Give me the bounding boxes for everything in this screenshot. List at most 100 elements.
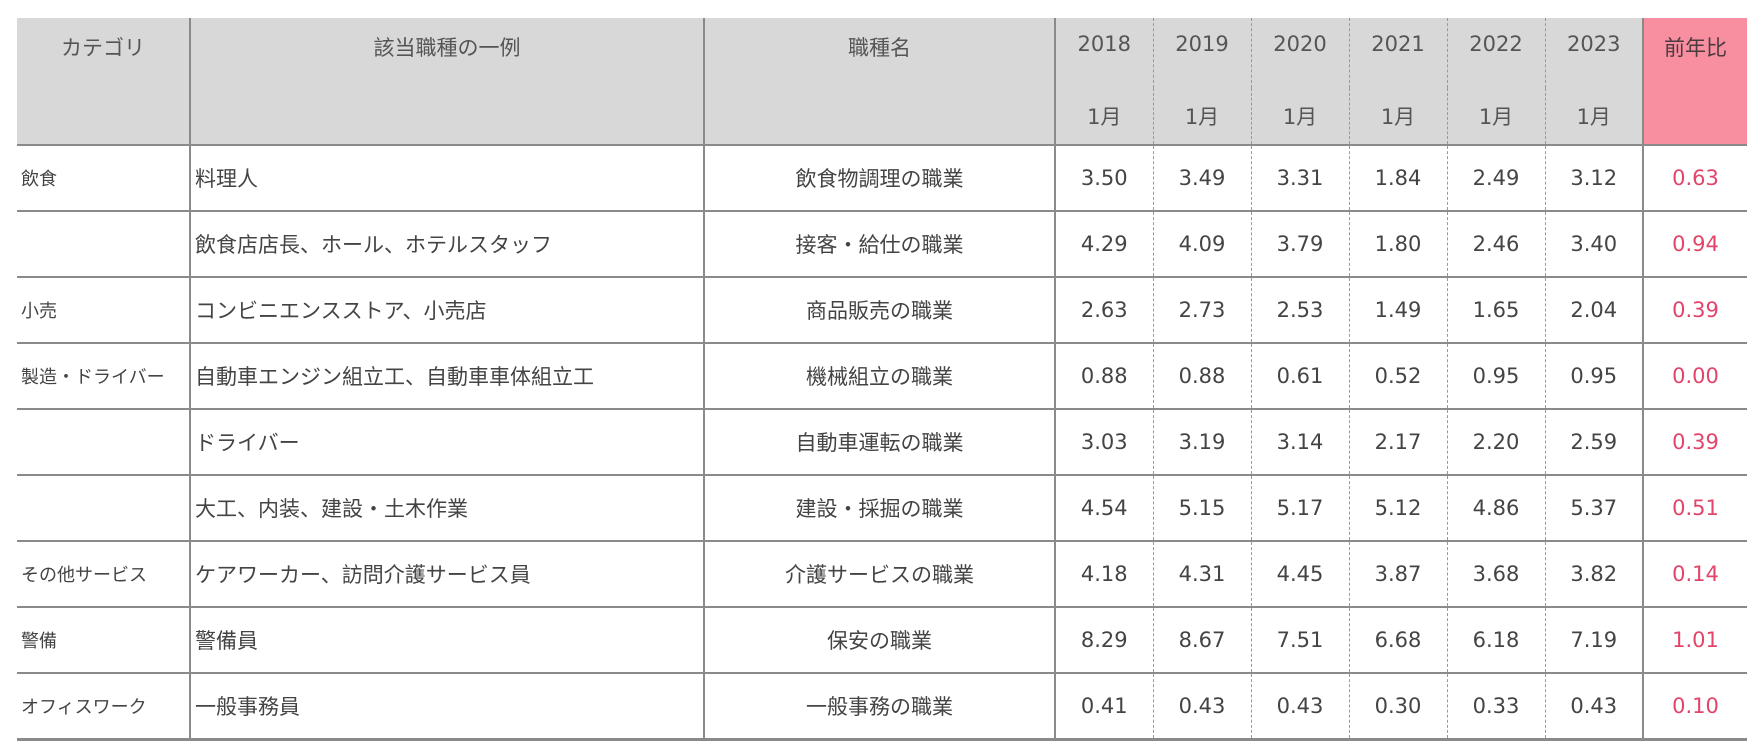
yoy-cell: 0.63 xyxy=(1642,144,1747,211)
value-cell: 5.12 xyxy=(1348,474,1447,541)
table-row: 大工、内装、建設・土木作業 建設・採掘の職業 4.54 5.15 5.17 5.12 4.8… xyxy=(17,474,1747,541)
value-cell: 3.87 xyxy=(1348,540,1447,607)
value-cell: 5.17 xyxy=(1250,474,1349,541)
header-yoy: 前年比 xyxy=(1642,18,1747,145)
value-cell: 1.49 xyxy=(1348,276,1447,343)
value-cell: 3.82 xyxy=(1544,540,1643,607)
header-category: カテゴリ xyxy=(17,18,190,145)
table-row: 警備 警備員 保安の職業 8.29 8.67 7.51 6.68 6.18 7.19 1.01 xyxy=(17,606,1747,673)
value-cell: 1.80 xyxy=(1348,210,1447,277)
yoy-cell: 0.14 xyxy=(1642,540,1747,607)
example-cell: 料理人 xyxy=(189,144,704,211)
job-name-cell: 機械組立の職業 xyxy=(703,342,1055,409)
table-row: 製造・ドライバー 自動車エンジン組立工、自動車車体組立工 機械組立の職業 0.88 0.… xyxy=(17,342,1747,409)
job-openings-table: カテゴリ 該当職種の一例 職種名 2018 2019 2020 2021 202… xyxy=(17,18,1747,741)
value-cell: 3.14 xyxy=(1250,408,1349,475)
header-year-2018: 2018 xyxy=(1054,18,1153,88)
header-year-2021: 2021 xyxy=(1348,18,1447,88)
category-cell xyxy=(17,474,190,541)
value-cell: 4.29 xyxy=(1054,210,1153,277)
example-cell: 一般事務員 xyxy=(189,672,704,741)
value-cell: 3.12 xyxy=(1544,144,1643,211)
value-cell: 3.03 xyxy=(1054,408,1153,475)
job-name-cell: 自動車運転の職業 xyxy=(703,408,1055,475)
yoy-cell: 0.10 xyxy=(1642,672,1747,741)
category-cell xyxy=(17,408,190,475)
job-name-cell: 商品販売の職業 xyxy=(703,276,1055,343)
value-cell: 2.59 xyxy=(1544,408,1643,475)
value-cell: 3.19 xyxy=(1152,408,1251,475)
category-cell: 小売 xyxy=(17,276,190,343)
category-cell: 製造・ドライバー xyxy=(17,342,190,409)
value-cell: 6.18 xyxy=(1446,606,1545,673)
value-cell: 1.84 xyxy=(1348,144,1447,211)
value-cell: 7.19 xyxy=(1544,606,1643,673)
yoy-cell: 0.39 xyxy=(1642,408,1747,475)
value-cell: 0.88 xyxy=(1054,342,1153,409)
header-month: 1月 xyxy=(1446,88,1545,146)
example-cell: コンビニエンスストア、小売店 xyxy=(189,276,704,343)
value-cell: 2.49 xyxy=(1446,144,1545,211)
value-cell: 6.68 xyxy=(1348,606,1447,673)
category-cell: 飲食 xyxy=(17,144,190,211)
value-cell: 2.17 xyxy=(1348,408,1447,475)
header-year-2023: 2023 xyxy=(1544,18,1643,88)
category-cell xyxy=(17,210,190,277)
yoy-cell: 1.01 xyxy=(1642,606,1747,673)
header-month: 1月 xyxy=(1544,88,1643,146)
value-cell: 3.49 xyxy=(1152,144,1251,211)
table-row: その他サービス ケアワーカー、訪問介護サービス員 介護サービスの職業 4.18 4.31… xyxy=(17,540,1747,607)
value-cell: 3.68 xyxy=(1446,540,1545,607)
value-cell: 0.41 xyxy=(1054,672,1153,741)
example-cell: ドライバー xyxy=(189,408,704,475)
value-cell: 4.31 xyxy=(1152,540,1251,607)
header-year-2019: 2019 xyxy=(1152,18,1251,88)
value-cell: 3.50 xyxy=(1054,144,1153,211)
value-cell: 2.46 xyxy=(1446,210,1545,277)
table-row: 小売 コンビニエンスストア、小売店 商品販売の職業 2.63 2.73 2.53 1.49 1… xyxy=(17,276,1747,343)
value-cell: 4.45 xyxy=(1250,540,1349,607)
value-cell: 5.15 xyxy=(1152,474,1251,541)
example-cell: 飲食店店長、ホール、ホテルスタッフ xyxy=(189,210,704,277)
value-cell: 4.18 xyxy=(1054,540,1153,607)
job-name-cell: 建設・採掘の職業 xyxy=(703,474,1055,541)
example-cell: 自動車エンジン組立工、自動車車体組立工 xyxy=(189,342,704,409)
job-name-cell: 介護サービスの職業 xyxy=(703,540,1055,607)
header-row-months: 1月 1月 1月 1月 1月 1月 xyxy=(17,88,1747,146)
header-year-2022: 2022 xyxy=(1446,18,1545,88)
header-job: 職種名 xyxy=(703,18,1055,145)
value-cell: 8.67 xyxy=(1152,606,1251,673)
value-cell: 3.79 xyxy=(1250,210,1349,277)
table-row: ドライバー 自動車運転の職業 3.03 3.19 3.14 2.17 2.20 2.59 0.3… xyxy=(17,408,1747,475)
value-cell: 1.65 xyxy=(1446,276,1545,343)
value-cell: 0.95 xyxy=(1446,342,1545,409)
yoy-cell: 0.00 xyxy=(1642,342,1747,409)
category-cell: オフィスワーク xyxy=(17,672,190,741)
value-cell: 4.54 xyxy=(1054,474,1153,541)
value-cell: 0.61 xyxy=(1250,342,1349,409)
value-cell: 0.30 xyxy=(1348,672,1447,741)
category-cell: その他サービス xyxy=(17,540,190,607)
header-example: 該当職種の一例 xyxy=(189,18,704,145)
yoy-cell: 0.51 xyxy=(1642,474,1747,541)
value-cell: 7.51 xyxy=(1250,606,1349,673)
header-month: 1月 xyxy=(1348,88,1447,146)
table-row: 飲食 料理人 飲食物調理の職業 3.50 3.49 3.31 1.84 2.49 3.12 0.6… xyxy=(17,144,1747,211)
value-cell: 0.95 xyxy=(1544,342,1643,409)
value-cell: 2.04 xyxy=(1544,276,1643,343)
value-cell: 0.43 xyxy=(1544,672,1643,741)
value-cell: 0.33 xyxy=(1446,672,1545,741)
value-cell: 5.37 xyxy=(1544,474,1643,541)
value-cell: 2.20 xyxy=(1446,408,1545,475)
yoy-cell: 0.94 xyxy=(1642,210,1747,277)
yoy-cell: 0.39 xyxy=(1642,276,1747,343)
table-row: オフィスワーク 一般事務員 一般事務の職業 0.41 0.43 0.43 0.30 0.33 0… xyxy=(17,672,1747,741)
example-cell: 警備員 xyxy=(189,606,704,673)
category-cell: 警備 xyxy=(17,606,190,673)
value-cell: 2.53 xyxy=(1250,276,1349,343)
value-cell: 0.43 xyxy=(1152,672,1251,741)
value-cell: 8.29 xyxy=(1054,606,1153,673)
value-cell: 3.40 xyxy=(1544,210,1643,277)
value-cell: 3.31 xyxy=(1250,144,1349,211)
header-year-2020: 2020 xyxy=(1250,18,1349,88)
